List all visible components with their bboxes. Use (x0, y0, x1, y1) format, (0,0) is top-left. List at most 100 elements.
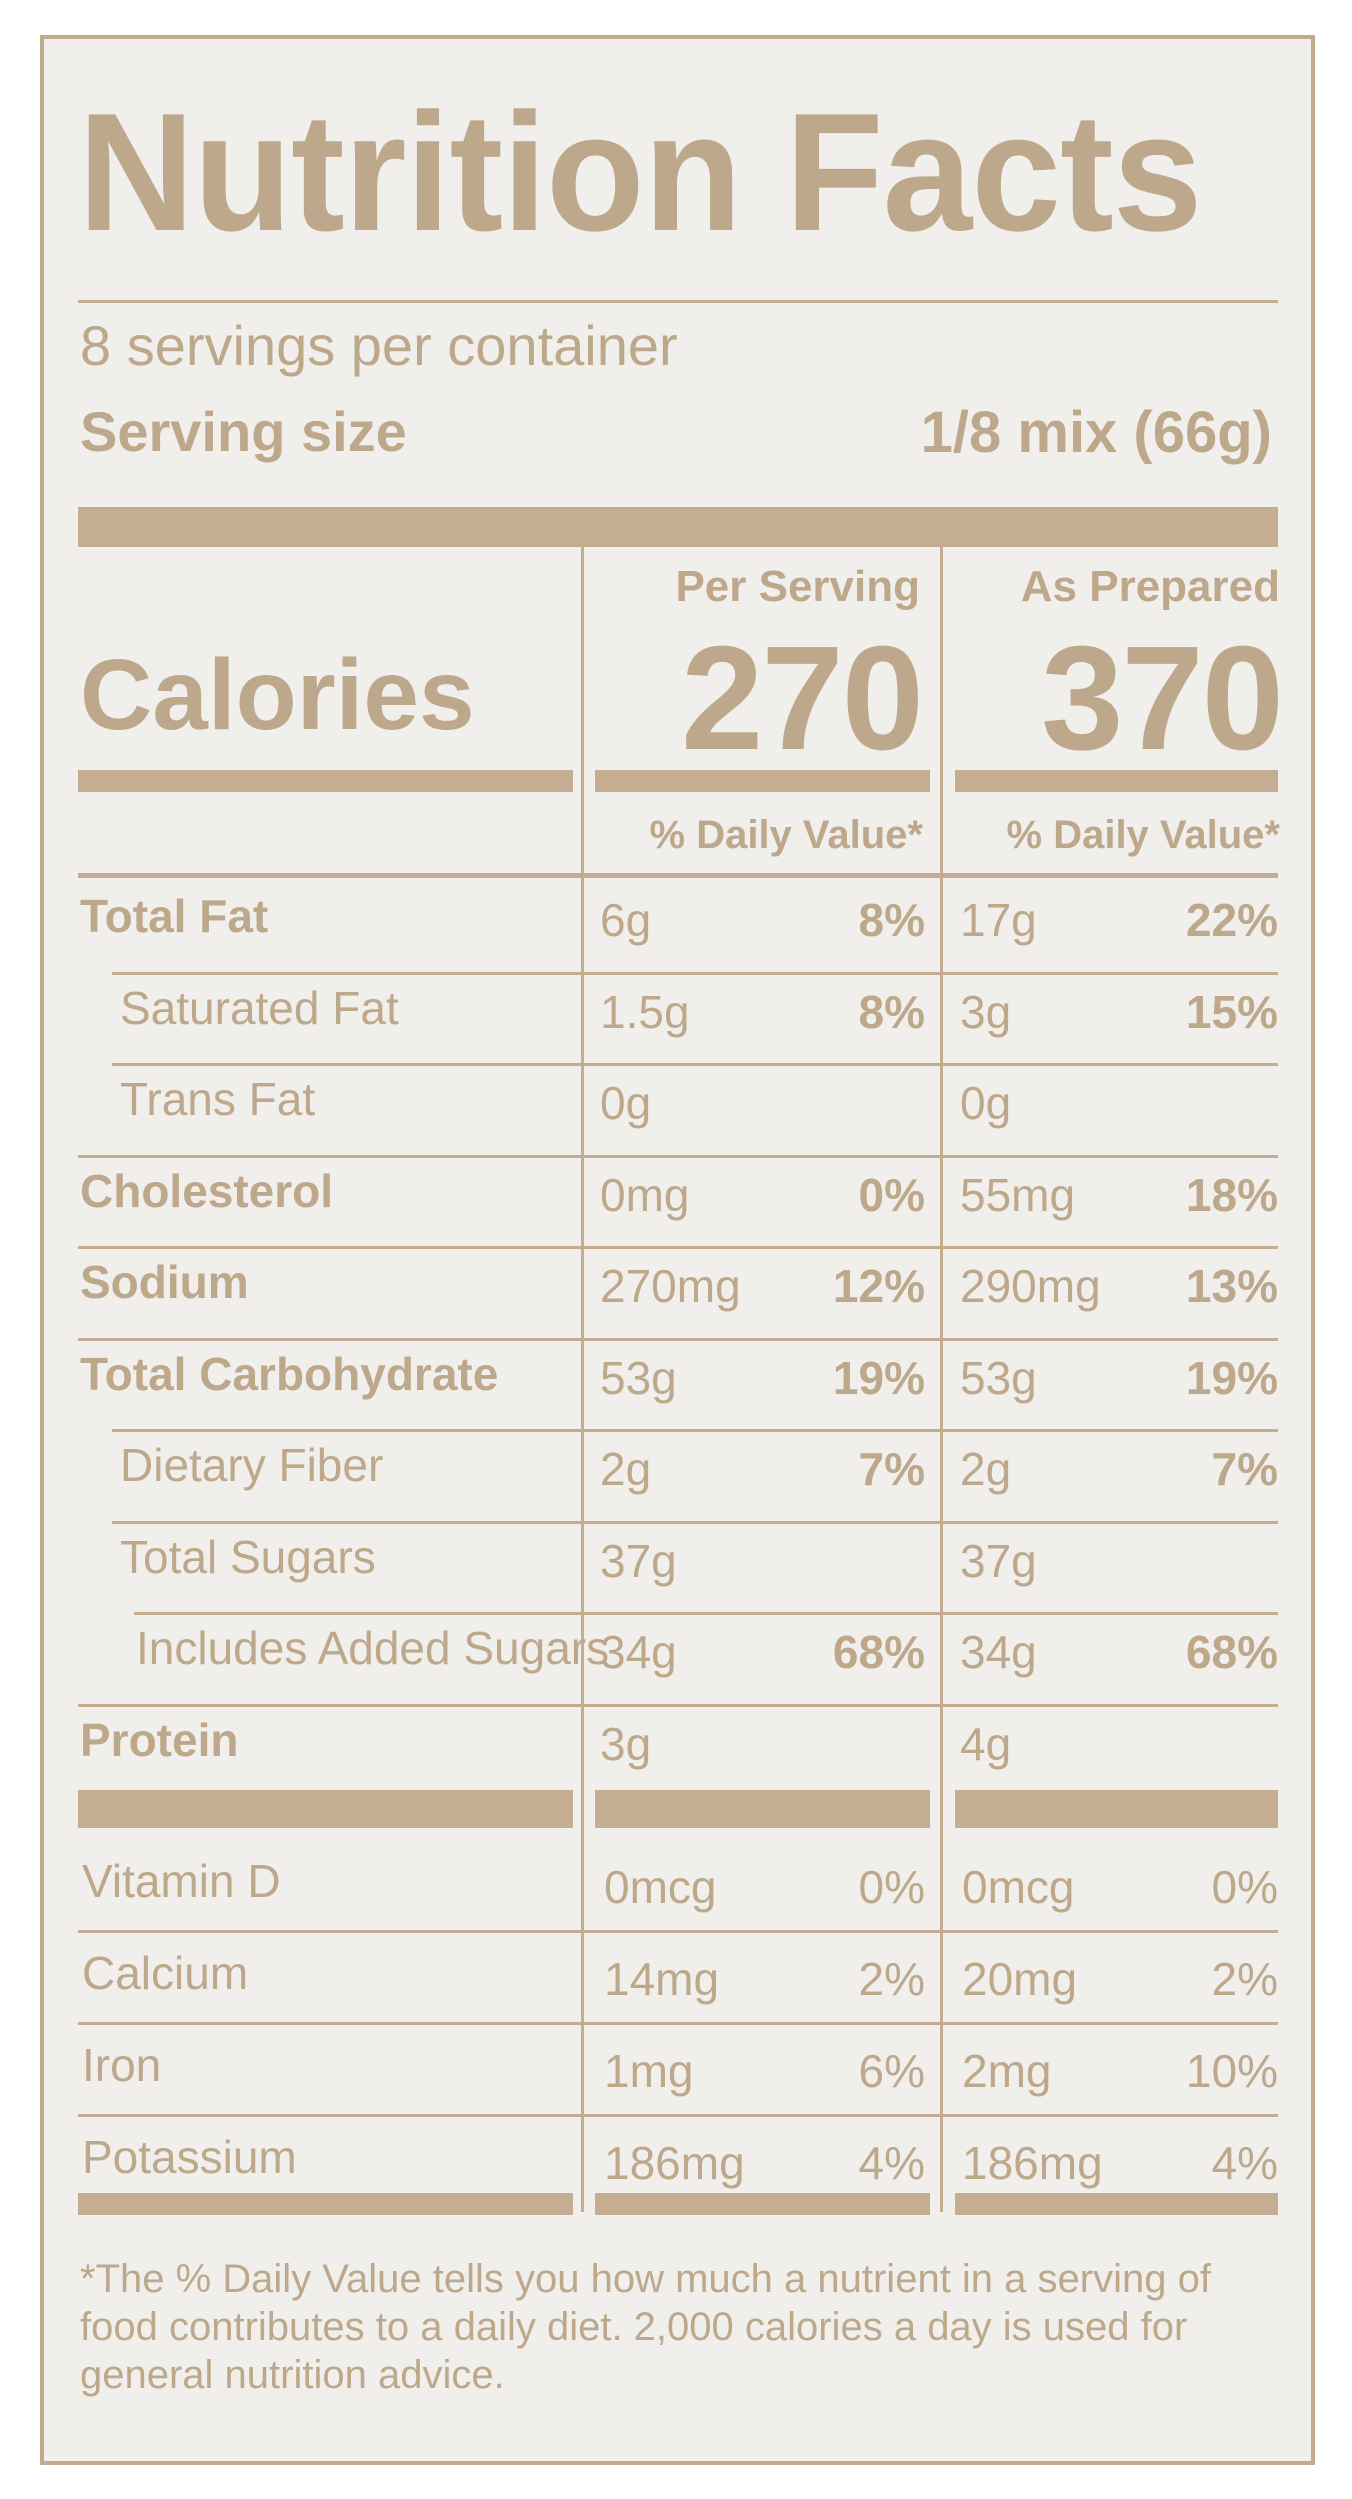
bottom-rule-right (955, 2193, 1278, 2215)
per-serving-dv: 4% (858, 2137, 925, 2189)
calories-rule-left (78, 770, 573, 792)
row-divider (78, 2114, 1278, 2117)
nutrient-name: Dietary Fiber (120, 1439, 384, 1491)
row-divider (112, 1429, 1278, 1432)
per-serving-amount: 0g (600, 1077, 652, 1129)
column-divider-2 (940, 547, 943, 2212)
as-prepared-dv: 4% (1211, 2137, 1278, 2189)
per-serving-amount: 186mg (604, 2137, 745, 2189)
nutrient-name: Includes Added Sugars (136, 1622, 610, 1674)
as-prepared-header: As Prepared (1020, 562, 1280, 611)
as-prepared-amount: 186mg (962, 2137, 1103, 2189)
bottom-rule-mid (595, 2193, 930, 2215)
row-divider (78, 1246, 1278, 1249)
as-prepared-dv: 13% (1185, 1260, 1278, 1312)
vitamin-rule-left (78, 1790, 573, 1828)
as-prepared-amount: 2mg (962, 2045, 1052, 2097)
row-divider (112, 1520, 1278, 1524)
vitamin-name: Potassium (82, 2131, 297, 2183)
as-prepared-amount: 4g (960, 1717, 1012, 1770)
nutrient-name: Trans Fat (120, 1073, 316, 1125)
row-divider (112, 971, 1278, 975)
per-serving-amount: 1mg (604, 2045, 694, 2097)
nutrient-name: Total Sugars (120, 1530, 376, 1583)
as-prepared-amount: 3g (960, 985, 1012, 1038)
per-serving-dv: 68% (832, 1626, 925, 1678)
per-serving-dv: 6% (858, 2045, 925, 2097)
daily-value-footnote: *The % Daily Value tells you how much a … (80, 2257, 1211, 2397)
per-serving-amount: 37g (600, 1534, 677, 1587)
as-prepared-amount: 55mg (960, 1168, 1076, 1221)
per-serving-dv: 0% (858, 1168, 925, 1221)
per-serving-dv: 12% (832, 1260, 925, 1312)
as-prepared-dv: 19% (1185, 1351, 1278, 1404)
as-prepared-amount: 34g (960, 1626, 1037, 1678)
as-prepared-dv: 68% (1185, 1626, 1278, 1678)
per-serving-amount: 53g (600, 1351, 677, 1404)
as-prepared-amount: 290mg (960, 1260, 1101, 1312)
nutrient-name: Sodium (80, 1256, 249, 1308)
row-divider (78, 1154, 1278, 1158)
row-divider (78, 2022, 1278, 2025)
vitamin-name: Calcium (82, 1947, 249, 1999)
column-divider-1 (581, 547, 584, 2212)
nutrient-name: Total Carbohydrate (80, 1347, 499, 1400)
as-prepared-dv: 7% (1211, 1443, 1278, 1495)
per-serving-dv: 8% (858, 894, 925, 946)
calories-rule-mid (595, 770, 930, 792)
per-serving-dv: 8% (858, 985, 925, 1038)
nutrient-name: Cholesterol (80, 1164, 334, 1217)
serving-size-label: Serving size (80, 400, 407, 463)
row-divider (134, 1612, 1278, 1615)
as-prepared-amount: 2g (960, 1443, 1012, 1495)
calories-rule-right (955, 770, 1278, 792)
nutrient-name: Saturated Fat (120, 981, 399, 1034)
calories-label: Calories (80, 639, 475, 751)
servings-per-container: 8 servings per container (80, 314, 678, 377)
as-prepared-dv: 0% (1211, 1861, 1278, 1913)
vitamin-name: Iron (82, 2039, 162, 2091)
per-serving-amount: 0mg (600, 1168, 690, 1221)
serving-size-value: 1/8 mix (66g) (920, 400, 1272, 465)
vitamin-rule-right (955, 1790, 1278, 1828)
row-divider (78, 1930, 1278, 1933)
per-serving-amount: 0mcg (604, 1861, 717, 1913)
bottom-rule-left (78, 2193, 573, 2215)
nutrient-name: Total Fat (80, 890, 269, 942)
per-serving-dv: 0% (858, 1861, 925, 1913)
dv-header-as-prepared: % Daily Value* (1006, 813, 1280, 857)
as-prepared-dv: 10% (1185, 2045, 1278, 2097)
calories-as-prepared: 370 (1041, 616, 1284, 781)
rule-under-title (78, 300, 1278, 303)
as-prepared-amount: 37g (960, 1534, 1037, 1587)
as-prepared-amount: 0g (960, 1077, 1012, 1129)
per-serving-dv: 7% (858, 1443, 925, 1495)
as-prepared-dv: 15% (1185, 985, 1278, 1038)
per-serving-amount: 34g (600, 1626, 677, 1678)
label-title: Nutrition Facts (78, 78, 1203, 266)
thick-rule-top (78, 507, 1278, 547)
row-divider (78, 1703, 1278, 1707)
vitamin-rule-mid (595, 1790, 930, 1828)
dv-header-rule (78, 873, 1278, 878)
row-divider (78, 1337, 1278, 1341)
nutrient-name: Protein (80, 1713, 239, 1766)
row-divider (112, 1063, 1278, 1066)
nutrition-panel (40, 35, 1315, 2465)
per-serving-amount: 1.5g (600, 985, 690, 1038)
per-serving-amount: 270mg (600, 1260, 741, 1312)
per-serving-dv: 2% (858, 1953, 925, 2005)
per-serving-amount: 2g (600, 1443, 652, 1495)
as-prepared-amount: 0mcg (962, 1861, 1075, 1913)
per-serving-amount: 6g (600, 894, 652, 946)
as-prepared-dv: 18% (1185, 1168, 1278, 1221)
as-prepared-amount: 17g (960, 894, 1037, 946)
as-prepared-dv: 2% (1211, 1953, 1278, 2005)
dv-header-per-serving: % Daily Value* (649, 813, 923, 857)
per-serving-amount: 14mg (604, 1953, 720, 2005)
per-serving-amount: 3g (600, 1717, 652, 1770)
as-prepared-amount: 53g (960, 1351, 1037, 1404)
per-serving-dv: 19% (832, 1351, 925, 1404)
per-serving-header: Per Serving (675, 562, 920, 611)
